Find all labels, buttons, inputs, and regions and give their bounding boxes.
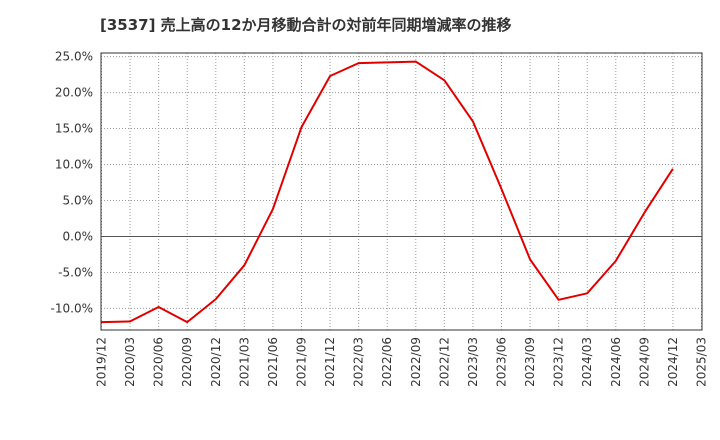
x-tick-label: 2020/12 xyxy=(209,337,223,387)
x-tick-label: 2022/06 xyxy=(380,337,394,387)
x-tick-label: 2021/06 xyxy=(266,337,280,387)
y-tick-label: 25.0% xyxy=(55,50,93,64)
y-tick-label: -10.0% xyxy=(51,301,93,315)
y-tick-label: 15.0% xyxy=(55,122,93,136)
x-tick-label: 2024/12 xyxy=(666,337,680,387)
x-tick-label: 2021/12 xyxy=(323,337,337,387)
x-tick-label: 2021/03 xyxy=(237,337,251,387)
x-tick-label: 2022/03 xyxy=(352,337,366,387)
y-tick-label: 0.0% xyxy=(63,229,94,243)
series-line xyxy=(101,60,674,324)
chart-title: [3537] 売上高の12か月移動合計の対前年同期増減率の推移 xyxy=(100,16,512,34)
x-tick-label: 2024/06 xyxy=(609,337,623,387)
x-tick-label: 2022/12 xyxy=(437,337,451,387)
y-tick-label: 10.0% xyxy=(55,158,93,172)
x-tick-label: 2020/03 xyxy=(123,337,137,387)
x-tick-label: 2023/03 xyxy=(466,337,480,387)
y-tick-label: 20.0% xyxy=(55,86,93,100)
x-tick-label: 2023/09 xyxy=(523,337,537,387)
y-tick-label: -5.0% xyxy=(58,265,93,279)
plot-frame xyxy=(100,52,703,331)
x-tick-label: 2021/09 xyxy=(295,337,309,387)
x-tick-label: 2020/06 xyxy=(152,337,166,387)
x-tick-label: 2019/12 xyxy=(95,337,109,387)
x-tick-label: 2020/09 xyxy=(180,337,194,387)
y-tick-label: 5.0% xyxy=(63,193,94,207)
x-tick-label: 2024/09 xyxy=(637,337,651,387)
x-tick-label: 2022/09 xyxy=(409,337,423,387)
x-tick-label: 2023/06 xyxy=(495,337,509,387)
x-tick-label: 2025/03 xyxy=(695,337,709,387)
x-tick-label: 2023/12 xyxy=(552,337,566,387)
x-tick-label: 2024/03 xyxy=(580,337,594,387)
